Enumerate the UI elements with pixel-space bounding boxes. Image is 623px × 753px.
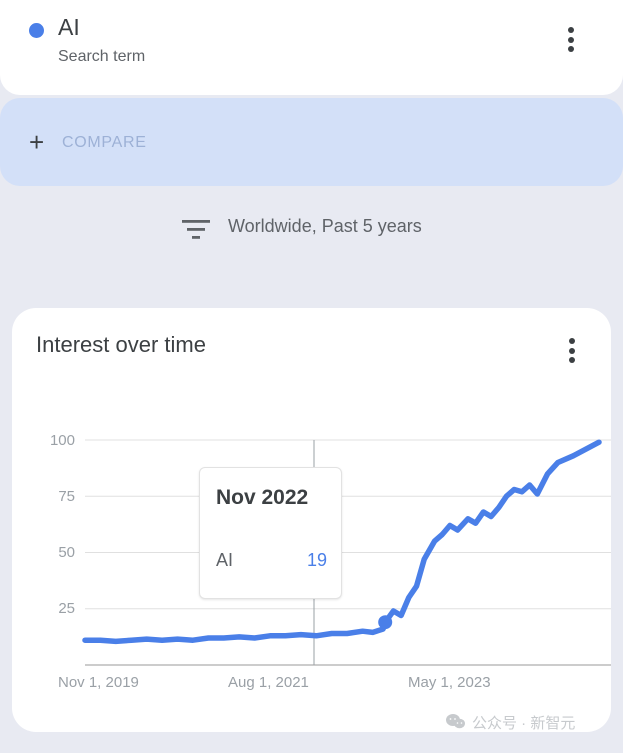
svg-text:100: 100 bbox=[50, 432, 75, 449]
svg-text:25: 25 bbox=[58, 600, 75, 617]
svg-text:May 1, 2023: May 1, 2023 bbox=[408, 674, 491, 691]
svg-text:50: 50 bbox=[58, 544, 75, 561]
svg-text:Nov 1, 2019: Nov 1, 2019 bbox=[58, 674, 139, 691]
svg-text:75: 75 bbox=[58, 488, 75, 505]
svg-text:Aug 1, 2021: Aug 1, 2021 bbox=[228, 674, 309, 691]
